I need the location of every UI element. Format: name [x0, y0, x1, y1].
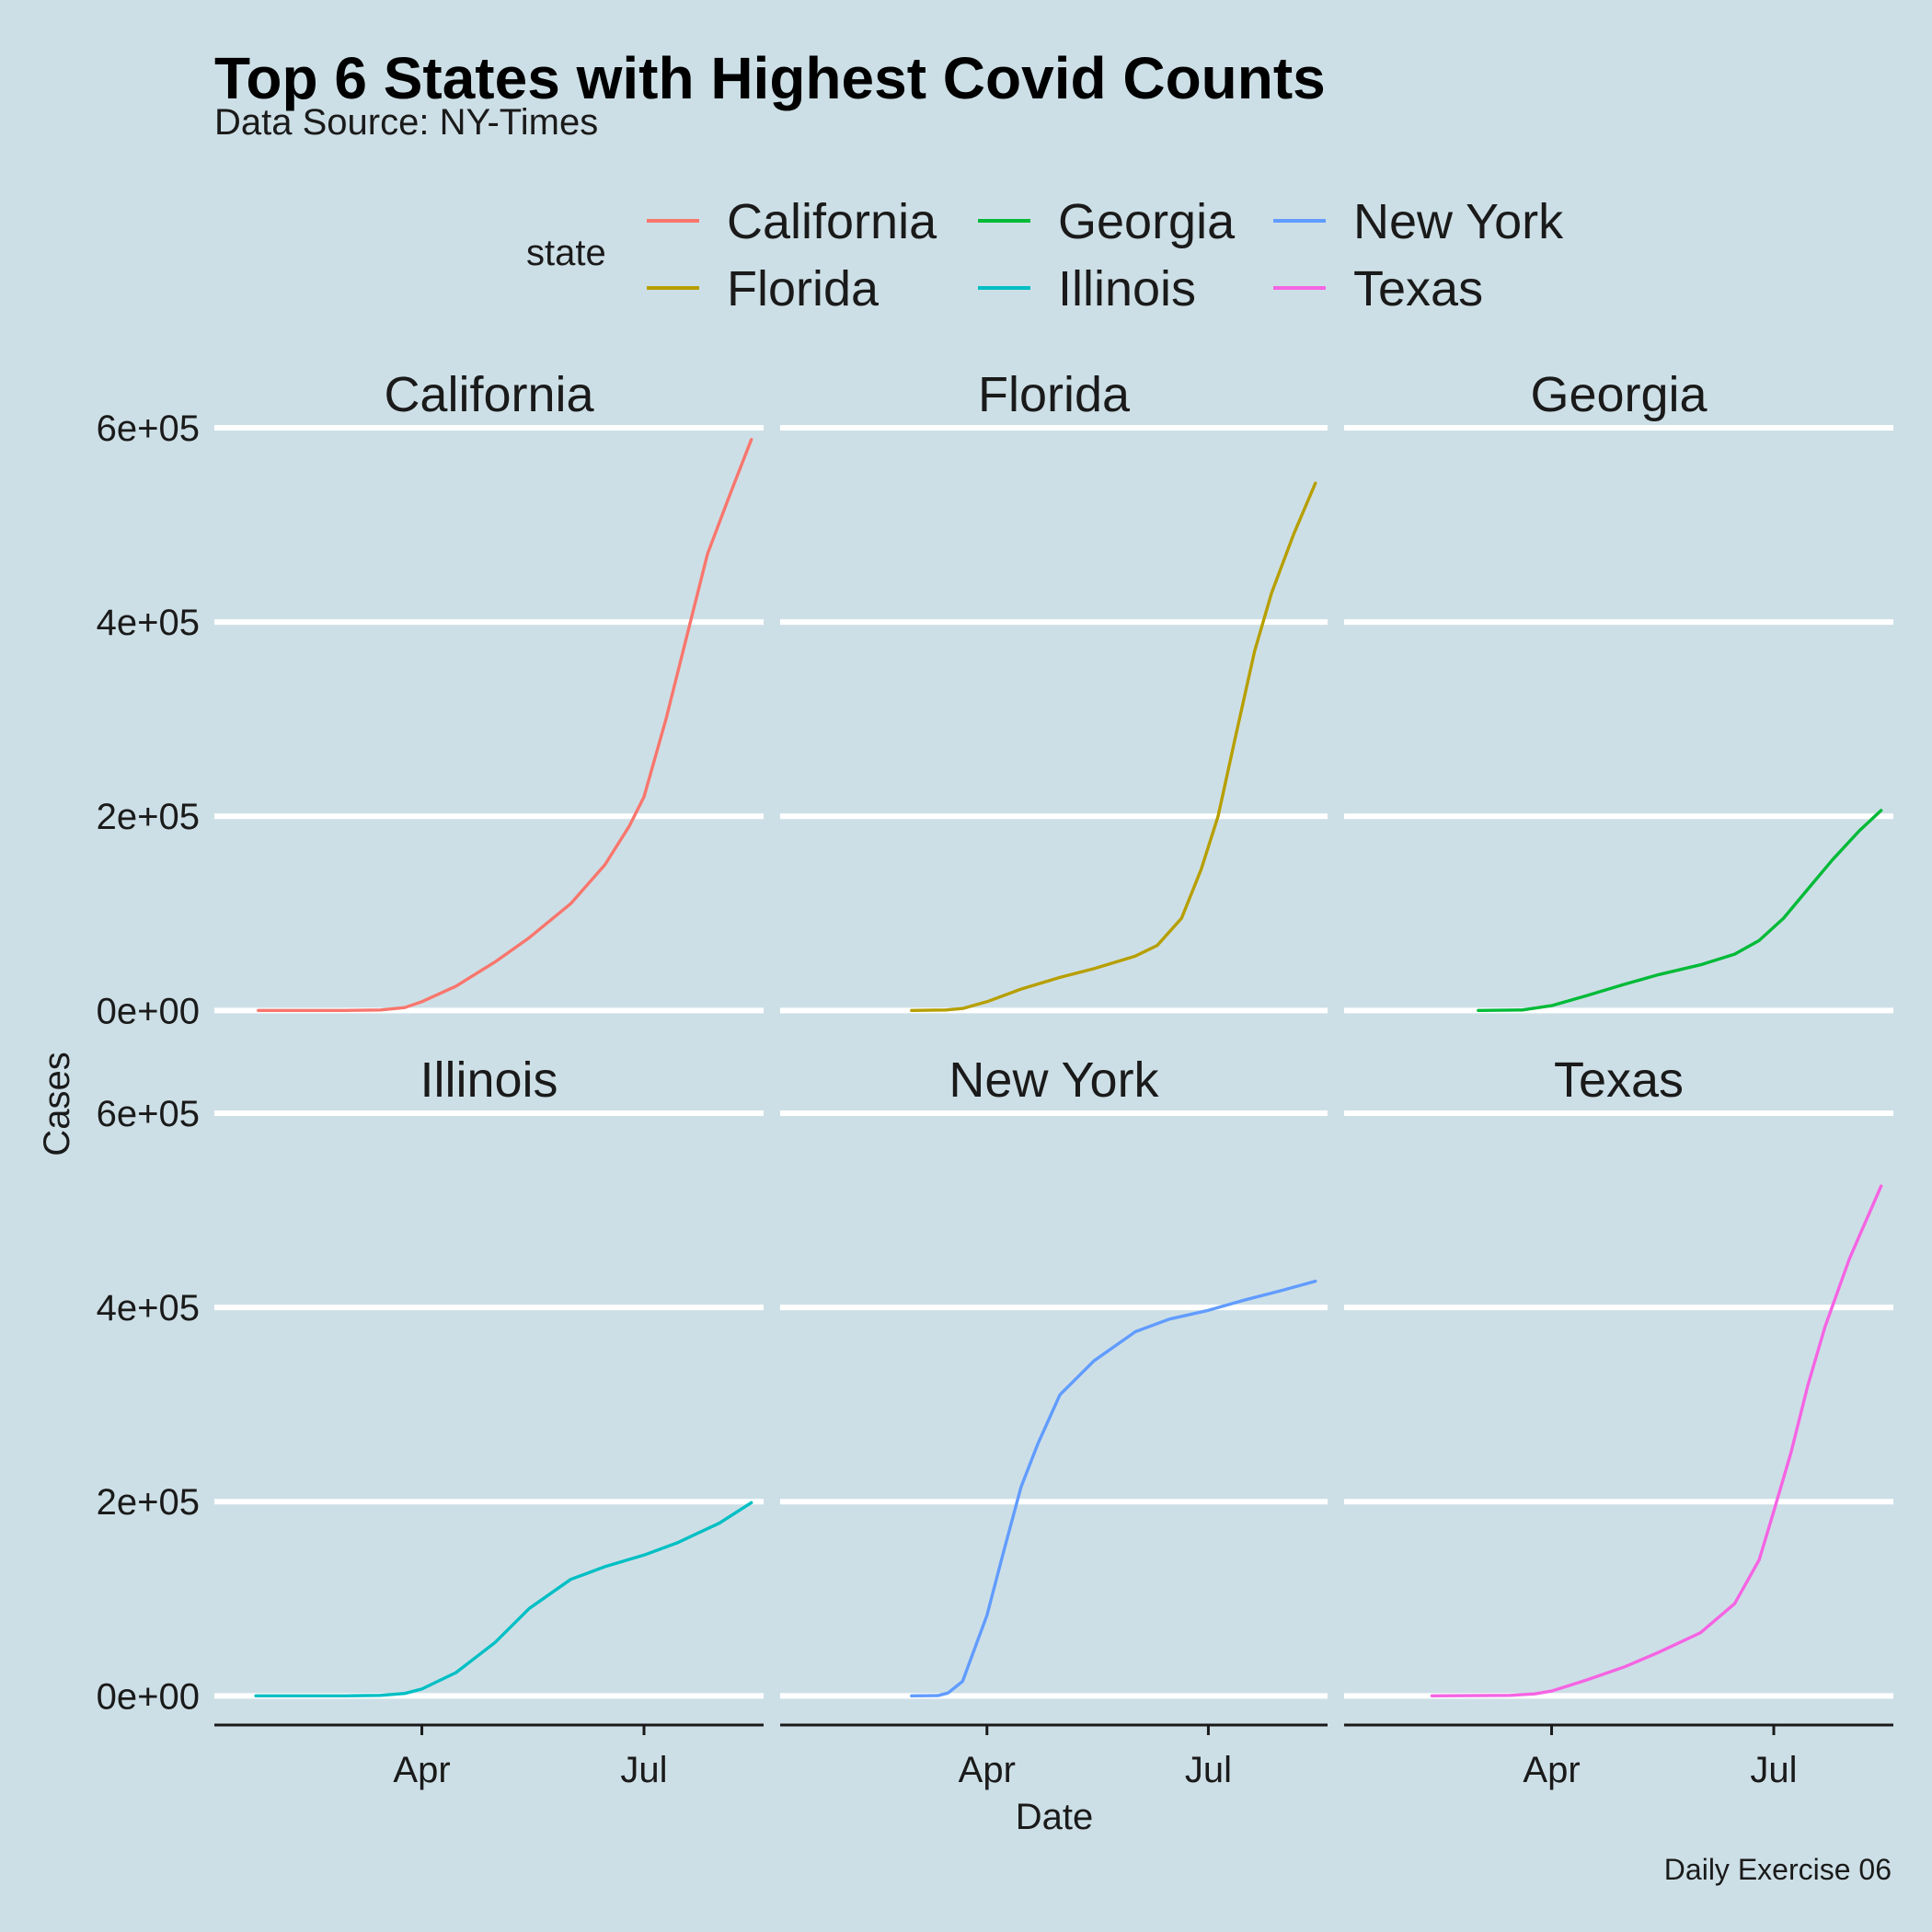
strip-label: New York — [949, 1052, 1159, 1108]
panel-california: California 0e+00 2e+05 4e+05 6e+05 — [97, 365, 764, 1031]
strip-label: Illinois — [420, 1052, 558, 1108]
y-tick-label: 0e+00 — [97, 1676, 200, 1717]
legend-label-florida: Florida — [727, 261, 880, 316]
panel-georgia: Georgia — [1344, 365, 1893, 1014]
legend-item-texas: Texas — [1273, 261, 1483, 316]
strip-label: California — [384, 367, 594, 422]
y-tick-label: 4e+05 — [97, 1288, 200, 1328]
chart-title: Top 6 States with Highest Covid Counts — [214, 45, 1326, 111]
legend-items: California Florida Georgia Illinois New York… — [647, 194, 1564, 316]
series-line-texas — [1430, 1184, 1883, 1698]
legend-item-california: California — [647, 194, 937, 249]
chart-subtitle: Data Source: NY-Times — [214, 102, 598, 143]
legend-label-georgia: Georgia — [1058, 194, 1236, 249]
legend-item-florida: Florida — [647, 261, 880, 316]
x-tick-label: Apr — [1523, 1750, 1580, 1790]
strip-background — [906, 365, 1202, 425]
strip-background — [906, 1051, 1202, 1110]
legend: state California Florida Georgia Illinois Ne… — [526, 194, 1564, 316]
strip-label: Texas — [1554, 1052, 1684, 1108]
series-line-georgia — [1477, 809, 1883, 1013]
series-line-illinois — [254, 1501, 753, 1698]
strip-label: Georgia — [1530, 367, 1708, 422]
x-tick-label: Jul — [620, 1750, 667, 1790]
strip-background — [341, 365, 637, 425]
legend-item-illinois: Illinois — [978, 261, 1196, 316]
x-tick-label: Apr — [959, 1750, 1016, 1790]
y-axis-title: Cases — [37, 1052, 77, 1156]
y-tick-label: 6e+05 — [97, 408, 200, 449]
y-tick-label: 0e+00 — [97, 991, 200, 1031]
legend-label-texas: Texas — [1353, 261, 1483, 316]
legend-label-california: California — [727, 194, 937, 249]
strip-label: Florida — [978, 367, 1131, 422]
strip-background — [341, 1051, 637, 1110]
legend-label-new-york: New York — [1353, 194, 1564, 249]
facet-panels: California 0e+00 2e+05 4e+05 6e+05 Florida Geo… — [97, 365, 1893, 1790]
y-tick-label: 2e+05 — [97, 797, 200, 837]
y-tick-label: 4e+05 — [97, 603, 200, 643]
panel-texas: Texas Apr Jul — [1344, 1051, 1893, 1790]
x-tick-label: Jul — [1750, 1750, 1797, 1790]
legend-item-new-york: New York — [1273, 194, 1564, 249]
legend-label-illinois: Illinois — [1058, 261, 1196, 316]
series-line-california — [257, 438, 753, 1013]
strip-background — [1471, 365, 1766, 425]
panel-florida: Florida — [780, 365, 1328, 1014]
x-axis-title: Date — [1016, 1797, 1094, 1837]
legend-item-georgia: Georgia — [978, 194, 1236, 249]
x-tick-label: Apr — [393, 1750, 450, 1790]
series-line-florida — [910, 481, 1317, 1013]
strip-background — [1471, 1051, 1766, 1110]
legend-title: state — [526, 233, 606, 273]
y-tick-label: 2e+05 — [97, 1482, 200, 1523]
chart-caption: Daily Exercise 06 — [1664, 1853, 1892, 1886]
panel-new-york: New York Apr Jul — [780, 1051, 1328, 1790]
series-line-new-york — [910, 1279, 1317, 1698]
panel-illinois: Illinois 0e+00 2e+05 4e+05 6e+05 Apr Jul — [97, 1051, 764, 1790]
y-tick-label: 6e+05 — [97, 1094, 200, 1134]
x-tick-label: Jul — [1185, 1750, 1232, 1790]
